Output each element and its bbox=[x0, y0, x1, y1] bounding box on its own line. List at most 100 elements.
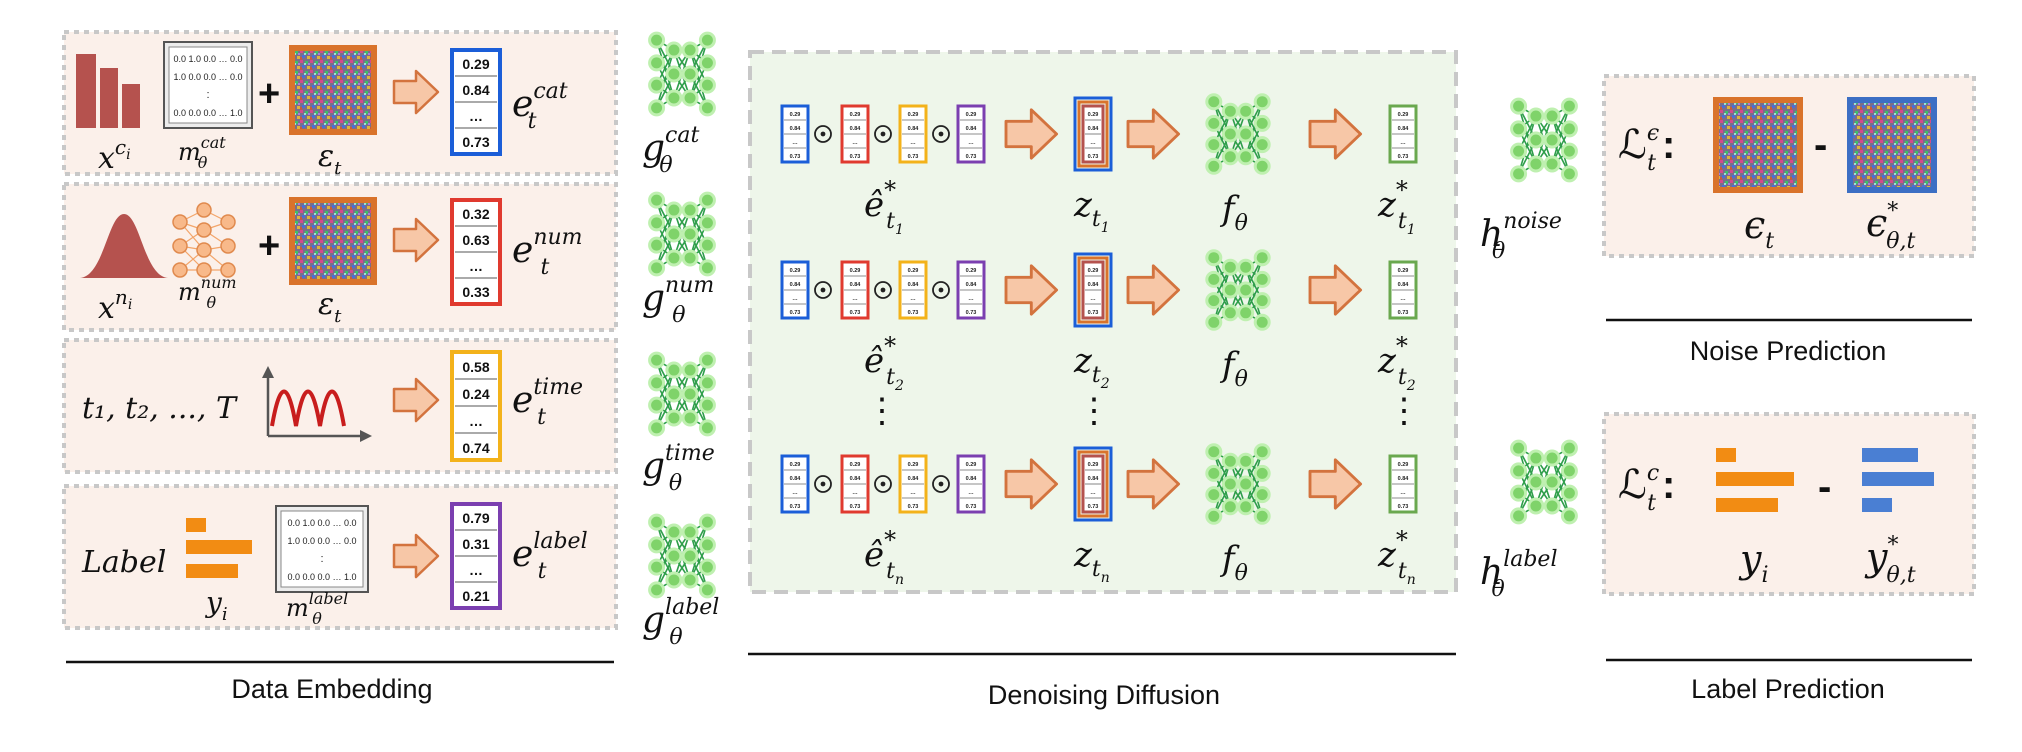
encoder-label-label: glabel θ bbox=[642, 595, 719, 650]
network-node bbox=[681, 41, 699, 59]
svg-text:0.84: 0.84 bbox=[850, 476, 862, 482]
latent-vector-core: 0.29 0.84 … 0.73 bbox=[1081, 454, 1105, 514]
network-node bbox=[1543, 131, 1561, 149]
svg-text:0.74: 0.74 bbox=[462, 440, 489, 456]
svg-text:0.29: 0.29 bbox=[908, 462, 919, 468]
network-node bbox=[665, 41, 683, 59]
denoised-latent-vector: 0.29 0.84 … 0.73 bbox=[1388, 454, 1418, 514]
network-node bbox=[698, 236, 716, 254]
network-node bbox=[648, 54, 666, 72]
svg-text:0.73: 0.73 bbox=[790, 310, 801, 316]
svg-text:0.84: 0.84 bbox=[790, 126, 802, 132]
network-node bbox=[665, 409, 683, 427]
svg-text:…: … bbox=[1090, 296, 1096, 302]
svg-text:0.73: 0.73 bbox=[908, 154, 919, 160]
network-node bbox=[648, 236, 666, 254]
predicted-label-bars-icon bbox=[1862, 448, 1934, 512]
denoised-latent-vector: 0.29 0.84 … 0.73 bbox=[1388, 104, 1418, 164]
svg-text:0.29: 0.29 bbox=[966, 268, 977, 274]
network-node bbox=[1510, 165, 1528, 183]
num-input-label: xni bbox=[98, 285, 132, 326]
svg-text:…: … bbox=[910, 296, 916, 302]
latent-label: zt2 bbox=[1073, 341, 1110, 392]
svg-text:…: … bbox=[1400, 140, 1406, 146]
svg-text:0.29: 0.29 bbox=[1398, 462, 1409, 468]
network-node bbox=[648, 558, 666, 576]
network-node bbox=[681, 409, 699, 427]
svg-text:…: … bbox=[968, 140, 974, 146]
mini-embedding-vector: 0.29 0.84 … 0.73 bbox=[898, 454, 928, 514]
svg-text:0.79: 0.79 bbox=[462, 510, 489, 526]
network-node bbox=[648, 31, 666, 49]
odot-operator bbox=[814, 475, 832, 493]
network-node bbox=[681, 361, 699, 379]
network-node bbox=[1205, 249, 1223, 267]
network-node bbox=[1221, 125, 1239, 143]
network-node bbox=[648, 351, 666, 369]
cat-input-label: xci bbox=[98, 135, 131, 176]
svg-text:…: … bbox=[469, 413, 483, 429]
network-node bbox=[1237, 125, 1255, 143]
network-node bbox=[1543, 155, 1561, 173]
network-node bbox=[665, 65, 683, 83]
encoder-label-time: gtime θ bbox=[642, 441, 715, 496]
network-node bbox=[665, 225, 683, 243]
mini-embedding-vector: 0.29 0.84 … 0.73 bbox=[840, 454, 870, 514]
diffusion-row: 0.290.84…0.730.290.84…0.730.290.84…0.730… bbox=[780, 249, 1418, 394]
network-node bbox=[1560, 165, 1578, 183]
svg-text:0.29: 0.29 bbox=[850, 112, 861, 118]
label-prediction-caption: Label Prediction bbox=[1691, 674, 1885, 704]
odot-operator bbox=[874, 281, 892, 299]
svg-text:…: … bbox=[792, 490, 798, 496]
network-node bbox=[681, 249, 699, 267]
svg-text:0.29: 0.29 bbox=[1398, 268, 1409, 274]
bell-curve-icon bbox=[80, 214, 168, 278]
network-node bbox=[665, 547, 683, 565]
network-node bbox=[698, 536, 716, 554]
network-node bbox=[698, 214, 716, 232]
mini-embedding-vector: 0.29 0.84 … 0.73 bbox=[840, 260, 870, 320]
minus-sign: - bbox=[1818, 465, 1831, 509]
neural-network-icon bbox=[172, 202, 236, 278]
network-node bbox=[1560, 120, 1578, 138]
svg-text:…: … bbox=[910, 490, 916, 496]
time-input-label: t₁, t₂, ..., T bbox=[82, 391, 238, 426]
network-node bbox=[1510, 507, 1528, 525]
prediction-heads: hnoise θ hlabel θ bbox=[1480, 97, 1578, 602]
svg-text:0.84: 0.84 bbox=[1398, 476, 1410, 482]
network-node bbox=[681, 225, 699, 243]
mini-embedding-vector: 0.29 0.84 … 0.73 bbox=[780, 260, 810, 320]
svg-text:…: … bbox=[1400, 490, 1406, 496]
network-node bbox=[1237, 304, 1255, 322]
svg-text:0.29: 0.29 bbox=[790, 462, 801, 468]
network-node bbox=[1253, 114, 1271, 132]
true-noise-label: ϵt bbox=[1744, 203, 1774, 254]
time-embedding-vector: 0.58 0.24 … 0.74 bbox=[450, 350, 502, 462]
odot-operator bbox=[814, 125, 832, 143]
encoder-label-cat: gcat θ bbox=[642, 123, 699, 178]
svg-text:0.0 1.0 0.0 … 0.0: 0.0 1.0 0.0 … 0.0 bbox=[287, 518, 356, 528]
label-head-label: hlabel θ bbox=[1480, 547, 1557, 602]
svg-text::: : bbox=[320, 553, 323, 565]
network-node bbox=[665, 523, 683, 541]
cat-noise-label: εt bbox=[318, 139, 342, 179]
svg-text:0.73: 0.73 bbox=[790, 504, 801, 510]
network-node bbox=[698, 99, 716, 117]
network-node bbox=[1221, 452, 1239, 470]
svg-text:0.29: 0.29 bbox=[790, 268, 801, 274]
neural-network-icon bbox=[648, 191, 716, 277]
network-node bbox=[1237, 258, 1255, 276]
network-node bbox=[648, 419, 666, 437]
network-node bbox=[1527, 473, 1545, 491]
svg-text:0.84: 0.84 bbox=[790, 476, 802, 482]
network-node bbox=[648, 191, 666, 209]
svg-text:0.84: 0.84 bbox=[462, 82, 489, 98]
network-node bbox=[698, 259, 716, 277]
svg-text:0.84: 0.84 bbox=[908, 126, 920, 132]
mini-embedding-vector: 0.29 0.84 … 0.73 bbox=[956, 454, 986, 514]
network-node bbox=[698, 191, 716, 209]
svg-text:0.31: 0.31 bbox=[462, 536, 489, 552]
denoised-latent-label: z* tn bbox=[1377, 526, 1416, 588]
svg-text:0.0 1.0 0.0 … 0.0: 0.0 1.0 0.0 … 0.0 bbox=[173, 54, 242, 64]
